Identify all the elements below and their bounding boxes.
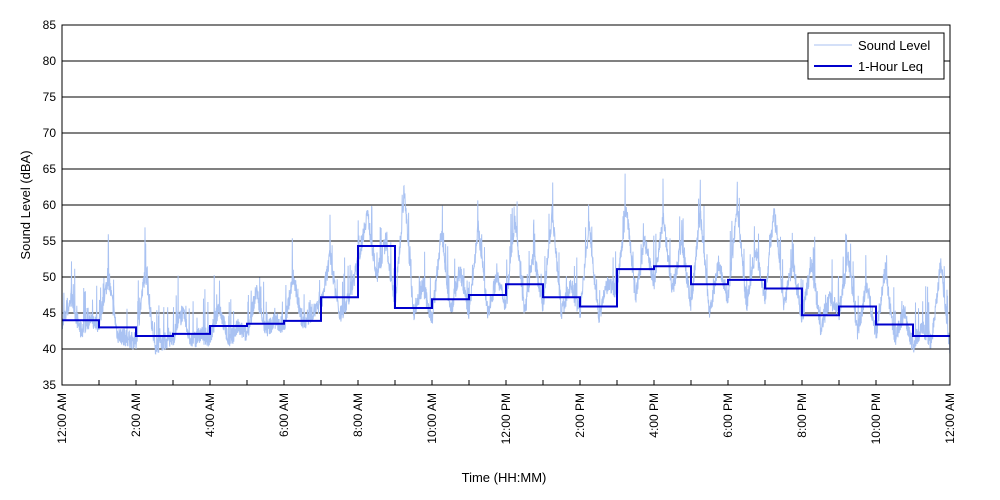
x-tick-label: 6:00 AM bbox=[277, 393, 291, 437]
x-tick-label: 2:00 AM bbox=[129, 393, 143, 437]
legend-label-leq: 1-Hour Leq bbox=[858, 59, 923, 74]
x-tick-label: 4:00 PM bbox=[647, 393, 661, 438]
x-tick-label: 12:00 AM bbox=[55, 393, 69, 444]
y-tick-label: 75 bbox=[43, 90, 57, 104]
y-tick-label: 65 bbox=[43, 162, 57, 176]
y-tick-label: 60 bbox=[43, 198, 57, 212]
x-tick-label: 12:00 AM bbox=[943, 393, 957, 444]
x-axis-label: Time (HH:MM) bbox=[462, 470, 547, 485]
legend-box bbox=[807, 32, 945, 80]
y-axis-label: Sound Level (dBA) bbox=[18, 150, 33, 259]
leq-series bbox=[62, 245, 950, 337]
y-tick-label: 70 bbox=[43, 126, 57, 140]
x-tick-label: 8:00 AM bbox=[351, 393, 365, 437]
x-tick-label: 2:00 PM bbox=[573, 393, 587, 438]
leq-line bbox=[62, 245, 950, 337]
x-tick-label: 6:00 PM bbox=[721, 393, 735, 438]
y-tick-label: 35 bbox=[43, 378, 57, 392]
y-tick-label: 45 bbox=[43, 306, 57, 320]
x-axis-ticks: 12:00 AM 2:00 AM 4:00 AM 6:00 AM 8:00 AM 10:0… bbox=[55, 380, 957, 444]
y-tick-label: 40 bbox=[43, 342, 57, 356]
grid-lines bbox=[62, 60, 950, 350]
x-tick-label: 12:00 PM bbox=[499, 393, 513, 444]
x-tick-label: 4:00 AM bbox=[203, 393, 217, 437]
y-tick-label: 50 bbox=[43, 270, 57, 284]
x-tick-label: 10:00 AM bbox=[425, 393, 439, 444]
y-tick-label: 55 bbox=[43, 234, 57, 248]
x-tick-label: 10:00 PM bbox=[869, 393, 883, 444]
legend-label-sound-level: Sound Level bbox=[858, 38, 930, 53]
y-axis-ticks: 35 40 45 50 55 60 65 70 75 80 85 bbox=[43, 18, 57, 392]
y-tick-label: 85 bbox=[43, 18, 57, 32]
x-tick-label: 8:00 PM bbox=[795, 393, 809, 438]
legend: Sound Level 1-Hour Leq bbox=[807, 32, 945, 80]
y-tick-label: 80 bbox=[43, 54, 57, 68]
